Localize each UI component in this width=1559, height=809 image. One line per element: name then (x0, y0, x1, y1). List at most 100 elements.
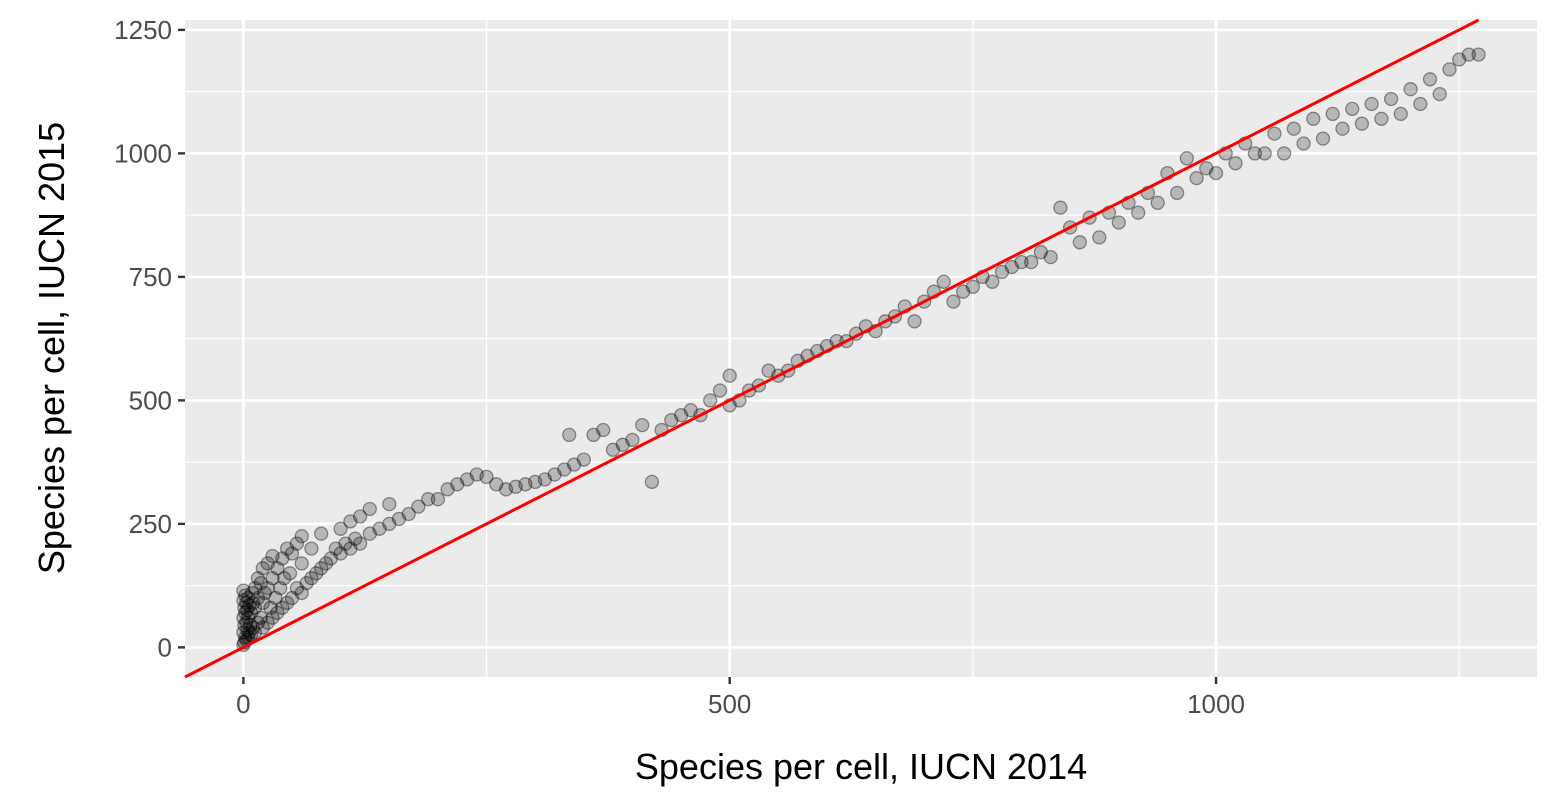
data-point (237, 600, 252, 615)
data-point (1276, 146, 1292, 161)
data-point (279, 595, 295, 611)
data-point (1111, 215, 1126, 230)
data-point (239, 595, 254, 611)
data-point (907, 314, 922, 329)
data-point (273, 580, 288, 596)
data-point (946, 294, 961, 309)
data-point (243, 605, 259, 620)
data-point (338, 536, 353, 551)
data-point (664, 412, 679, 428)
data-point (268, 590, 283, 606)
data-point (372, 521, 387, 536)
data-point (1131, 205, 1146, 220)
data-point (1043, 249, 1058, 265)
data-point (241, 610, 256, 625)
data-point (596, 422, 611, 438)
data-point (362, 526, 377, 541)
identity-line (184, 18, 1480, 679)
data-point (1004, 259, 1019, 275)
data-point (576, 452, 591, 467)
minor-gridlines (185, 20, 1537, 677)
data-point (1228, 156, 1243, 171)
data-point (238, 605, 253, 620)
data-point (239, 615, 254, 630)
x-axis-title: Species per cell, IUCN 2014 (635, 746, 1087, 787)
data-point (955, 284, 971, 299)
data-point (562, 427, 577, 443)
data-point (294, 585, 309, 601)
data-point (1024, 254, 1039, 270)
data-point (673, 408, 689, 423)
data-point (1072, 235, 1087, 250)
data-point (1383, 91, 1399, 107)
data-point (309, 566, 324, 581)
data-point (605, 442, 621, 457)
plot-panel (185, 20, 1537, 677)
x-axis: 0 500 1000 (236, 677, 1245, 719)
data-point (294, 556, 309, 571)
data-point (250, 571, 266, 586)
data-point (236, 610, 251, 625)
data-point (265, 548, 280, 564)
data-point (289, 536, 305, 551)
x-tick-label: 1000 (1187, 689, 1245, 719)
data-point (237, 617, 252, 633)
data-point (703, 393, 718, 408)
data-point (253, 575, 269, 591)
data-point (304, 541, 319, 556)
data-point (391, 511, 407, 527)
x-tick-label: 0 (236, 689, 250, 719)
data-point (479, 469, 494, 485)
data-point (314, 526, 329, 541)
data-point (1335, 121, 1350, 136)
data-point (382, 516, 397, 532)
data-point (1442, 62, 1457, 77)
x-tick-label: 500 (708, 689, 751, 719)
data-point (270, 605, 285, 620)
data-point (260, 615, 275, 630)
data-point (1189, 170, 1204, 186)
data-point (260, 556, 275, 571)
data-point (635, 417, 650, 433)
data-point (936, 274, 951, 289)
data-point (314, 561, 329, 576)
data-point (1014, 254, 1029, 270)
data-point (1413, 96, 1428, 112)
y-tick-label: 1000 (114, 138, 172, 168)
data-point (318, 556, 334, 571)
data-point (236, 625, 251, 640)
y-tick-label: 0 (158, 632, 172, 662)
data-point (333, 546, 348, 561)
data-point (566, 457, 582, 472)
data-point (245, 620, 261, 635)
data-point (1452, 52, 1467, 67)
data-point (1208, 165, 1224, 181)
data-point (1286, 121, 1301, 136)
data-point (537, 472, 553, 487)
data-point (712, 383, 728, 398)
data-point (255, 620, 270, 635)
data-point (247, 580, 263, 596)
data-point (1247, 146, 1263, 161)
data-point (260, 580, 275, 596)
data-point (304, 571, 319, 586)
data-point (279, 541, 295, 556)
data-point (1306, 111, 1321, 126)
data-point (238, 588, 253, 603)
data-point (430, 492, 446, 507)
data-point (625, 432, 640, 448)
data-point (323, 551, 339, 566)
data-point (1393, 106, 1408, 122)
data-point (1257, 146, 1272, 161)
data-point (1169, 185, 1185, 201)
data-point (247, 625, 263, 640)
data-point (245, 595, 261, 611)
data-point (469, 467, 484, 482)
data-point (343, 514, 358, 529)
data-point (411, 499, 426, 514)
data-point (1432, 86, 1447, 102)
data-point (240, 603, 255, 618)
data-point (250, 590, 266, 606)
major-gridlines (185, 20, 1537, 677)
